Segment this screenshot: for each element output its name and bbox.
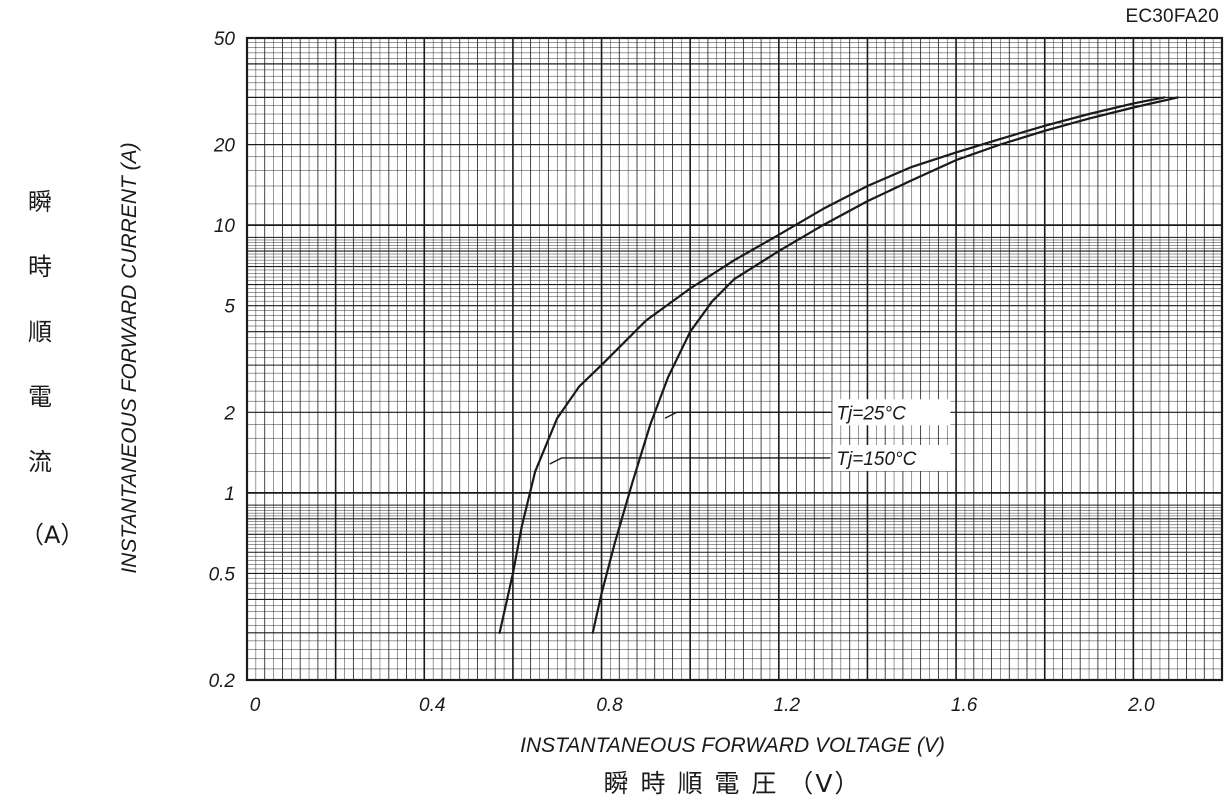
y-axis-label-jp: 瞬 時 順 電 流 （A）	[20, 170, 84, 568]
y-tick-label: 10	[214, 216, 236, 237]
series-lines	[498, 96, 1179, 634]
y-tick-label: 5	[224, 297, 235, 318]
x-axis-label-jp: 瞬 時 順 電 圧 （V）	[603, 769, 862, 798]
x-tick-label: 1.2	[774, 695, 801, 716]
x-tick-labels: 0 0.4 0.8 1.2 1.6 2.0	[250, 695, 1155, 716]
y-tick-label: 2	[223, 403, 235, 424]
y-axis-label-jp-char: 瞬	[28, 188, 52, 216]
y-tick-labels: 0.2 0.5 1 2 5 10 20 50	[209, 29, 236, 692]
y-tick-label: 50	[214, 29, 236, 50]
annotation-label-bg	[832, 444, 951, 471]
y-axis-label-jp-char: 電	[28, 383, 52, 411]
x-tick-label: 0.4	[419, 695, 445, 716]
annotation-leader	[549, 457, 831, 465]
curve-annotations: Tj=25°C Tj=150°C	[549, 399, 951, 471]
series-line-tj150	[498, 96, 1166, 634]
series-line-tj25	[591, 96, 1179, 634]
y-axis-label-jp-char: 流	[28, 448, 52, 476]
x-axis-label: INSTANTANEOUS FORWARD VOLTAGE (V)	[520, 734, 945, 757]
y-axis-label-jp-char: 順	[28, 318, 52, 346]
y-tick-label: 0.2	[209, 671, 236, 692]
series-label: Tj=25°C	[836, 403, 906, 424]
grid-minor	[247, 38, 1222, 680]
plot-frame	[245, 36, 1224, 682]
y-tick-label: 0.5	[209, 564, 236, 585]
annotation-label-bg	[832, 399, 951, 426]
y-axis-label-jp-char: 時	[28, 253, 52, 281]
part-number: EC30FA20	[1125, 6, 1219, 27]
annotation-leader	[664, 411, 831, 419]
y-tick-label: 1	[224, 484, 235, 505]
x-tick-label: 1.6	[951, 695, 978, 716]
x-tick-label: 2.0	[1127, 695, 1155, 716]
y-tick-label: 20	[213, 136, 236, 157]
x-tick-label: 0.8	[596, 695, 623, 716]
series-label: Tj=150°C	[836, 449, 916, 470]
x-tick-label: 0	[250, 695, 261, 716]
